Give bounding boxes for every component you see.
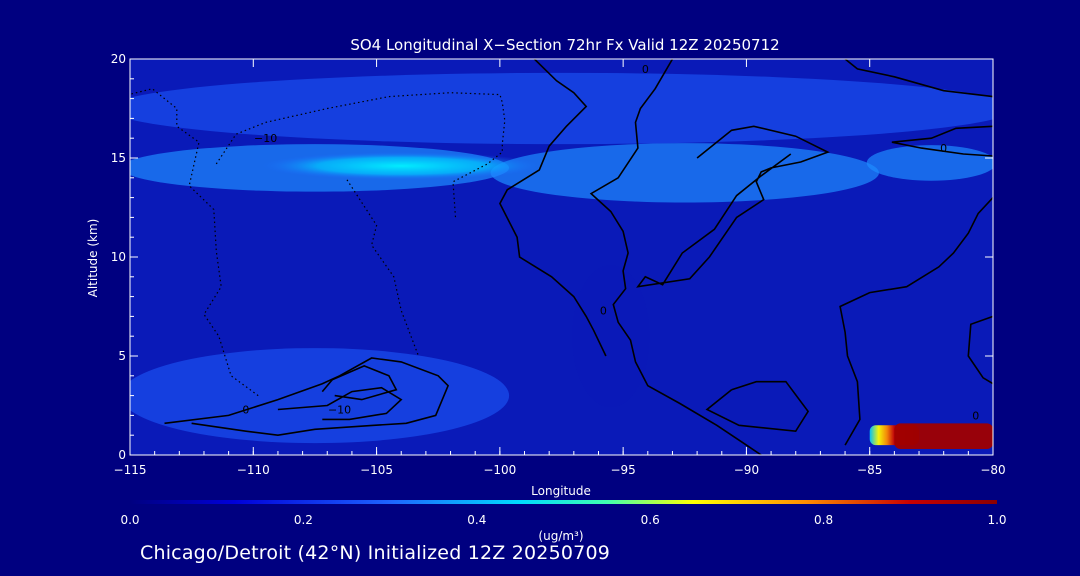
y-tick-label: 20 bbox=[111, 52, 126, 66]
x-tick-label: −110 bbox=[237, 463, 270, 477]
field-band bbox=[490, 143, 879, 203]
y-axis: 0 5 10 15 20 bbox=[111, 52, 993, 462]
contour-solid bbox=[321, 365, 398, 401]
footer-init-text: Chicago/Detroit (42°N) Initialized 12Z 2… bbox=[140, 542, 611, 564]
colorbar-tick-label: 0.4 bbox=[467, 513, 486, 527]
contour-solid bbox=[839, 197, 993, 446]
contour-solid bbox=[891, 125, 993, 157]
colorbar-unit-label: (ug/m³) bbox=[538, 529, 583, 543]
field-band bbox=[894, 423, 993, 450]
colorbar-ticks: 0.0 0.2 0.4 0.6 0.8 1.0 bbox=[120, 513, 1006, 527]
colorbar: 0.0 0.2 0.4 0.6 0.8 1.0 (ug/m³) bbox=[120, 500, 1007, 543]
contour-label: 0 bbox=[600, 304, 607, 317]
y-tick-label: 15 bbox=[111, 151, 126, 165]
contour-label: −10 bbox=[328, 403, 351, 416]
y-tick-label: 5 bbox=[118, 349, 126, 363]
contour-solid bbox=[498, 59, 607, 357]
x-axis-label: Longitude bbox=[531, 484, 591, 498]
concentration-field bbox=[130, 72, 993, 450]
colorbar-tick-label: 0.6 bbox=[641, 513, 660, 527]
contour-solid bbox=[589, 59, 762, 455]
contour-solid bbox=[844, 59, 993, 98]
contour-dotted bbox=[215, 92, 506, 218]
plot-area: 0 −10 0 0 0 −10 0 bbox=[130, 59, 993, 455]
x-tick-label: −100 bbox=[483, 463, 516, 477]
contour-solid bbox=[967, 315, 993, 385]
x-tick-label: −105 bbox=[360, 463, 393, 477]
y-tick-label: 10 bbox=[111, 250, 126, 264]
contour-label: 0 bbox=[940, 142, 947, 155]
colorbar-tick-label: 0.2 bbox=[294, 513, 313, 527]
chart-title: SO4 Longitudinal X−Section 72hr Fx Valid… bbox=[350, 36, 779, 54]
x-tick-label: −80 bbox=[980, 463, 1005, 477]
x-tick-label: −95 bbox=[610, 463, 635, 477]
contour-dotted bbox=[346, 179, 420, 357]
contour-solid bbox=[164, 357, 450, 437]
colorbar-tick-label: 1.0 bbox=[987, 513, 1006, 527]
contour-solid bbox=[277, 386, 403, 421]
contour-labels: 0 −10 0 0 0 −10 0 bbox=[242, 63, 979, 422]
contour-solid bbox=[705, 380, 810, 433]
y-tick-label: 0 bbox=[118, 448, 126, 462]
colorbar-gradient bbox=[130, 500, 997, 504]
contour-dotted bbox=[130, 88, 259, 397]
x-tick-label: −85 bbox=[857, 463, 882, 477]
contour-label: 0 bbox=[242, 403, 249, 416]
x-tick-label: −90 bbox=[734, 463, 759, 477]
colorbar-tick-label: 0.8 bbox=[814, 513, 833, 527]
contour-lines bbox=[130, 59, 993, 455]
contour-solid bbox=[636, 125, 830, 288]
contour-label: 0 bbox=[972, 409, 979, 422]
colorbar-tick-label: 0.0 bbox=[120, 513, 139, 527]
field-band bbox=[130, 72, 993, 145]
field-band bbox=[130, 348, 510, 444]
field-band bbox=[571, 264, 650, 408]
y-axis-label: Altitude (km) bbox=[86, 219, 100, 298]
x-axis: −115 −110 −105 −100 −95 −90 −85 −80 bbox=[114, 59, 1006, 477]
contour-label: −10 bbox=[254, 132, 277, 145]
field-band bbox=[866, 145, 993, 181]
field-max-highlight bbox=[261, 151, 542, 180]
x-tick-label: −115 bbox=[114, 463, 147, 477]
contour-label: 0 bbox=[642, 63, 649, 76]
